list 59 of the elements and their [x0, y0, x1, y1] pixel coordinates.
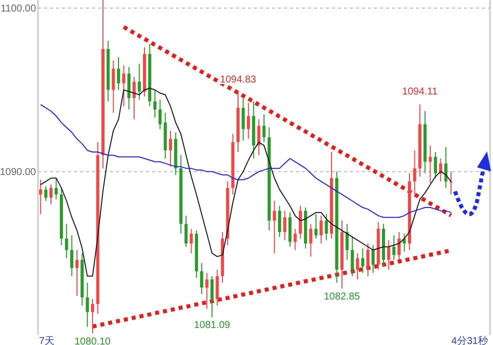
candlestick — [65, 223, 68, 259]
line-series — [40, 104, 452, 218]
annotation: 1094.11 — [402, 86, 438, 98]
line-series — [122, 24, 454, 218]
candlestick — [246, 102, 250, 140]
candlestick — [116, 56, 120, 90]
annotation: 1080.10 — [74, 336, 112, 345]
y-tick-label: 1100.00 — [0, 4, 36, 15]
annotation: 1094.83 — [220, 74, 257, 86]
candlestick — [283, 210, 286, 241]
candlestick — [153, 89, 156, 118]
y-tick-label: 1090.00 — [0, 167, 36, 178]
candlestick — [428, 144, 432, 184]
candlestick — [210, 276, 214, 318]
annotation: 1081.09 — [194, 320, 231, 332]
text: 7天 — [39, 336, 55, 345]
candlestick — [392, 234, 396, 260]
candlestick — [90, 298, 94, 334]
candlestick — [434, 151, 438, 179]
candlestick — [75, 250, 79, 296]
candlestick — [324, 214, 328, 241]
candlestick — [168, 130, 172, 168]
candlestick — [320, 215, 323, 244]
candlestick — [294, 228, 297, 251]
candlestick — [272, 200, 276, 254]
candlestick — [262, 114, 266, 143]
candlestick — [242, 98, 245, 142]
candlestick — [158, 99, 162, 130]
candlestick — [402, 233, 406, 252]
candlestick — [138, 63, 141, 100]
candlestick — [413, 150, 416, 195]
candlestick — [54, 178, 58, 200]
candlestick — [298, 205, 302, 240]
candlestick — [49, 184, 53, 205]
candlestick — [132, 76, 136, 120]
candlestick — [257, 118, 260, 156]
candlestick — [122, 64, 126, 107]
candlestick — [200, 262, 204, 295]
candlestick — [205, 272, 208, 310]
candlestick — [366, 242, 370, 277]
candlestick — [346, 223, 349, 260]
candlestick — [184, 215, 188, 248]
candlestick — [190, 228, 193, 254]
candlestick — [112, 60, 115, 114]
candlestick — [39, 179, 42, 215]
candlestick — [70, 234, 74, 277]
candlestick — [387, 240, 390, 270]
candlestick — [309, 223, 312, 258]
candlestick — [86, 282, 89, 328]
candlestick — [216, 269, 219, 306]
candlestick — [278, 205, 282, 238]
candlestick — [44, 186, 48, 202]
annotation: 1082.85 — [324, 291, 360, 302]
candlestick — [356, 252, 360, 280]
candlestick — [449, 171, 453, 195]
candlestick — [361, 248, 364, 274]
candlestick — [350, 236, 354, 277]
candlestick — [372, 244, 375, 274]
candlestick — [314, 214, 318, 240]
